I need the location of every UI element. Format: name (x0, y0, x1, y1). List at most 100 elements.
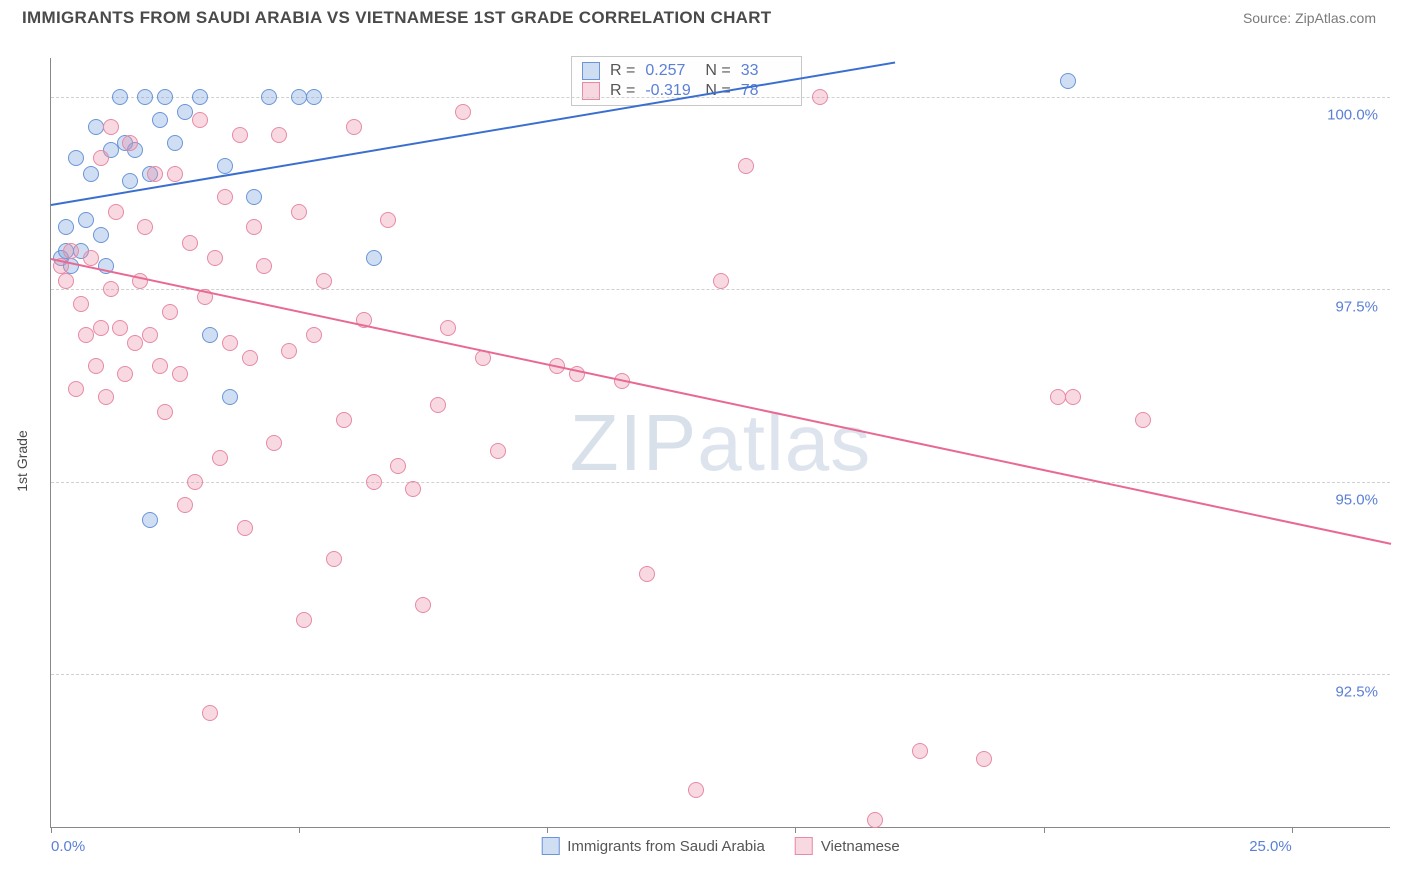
scatter-point (1060, 73, 1076, 89)
scatter-point (172, 366, 188, 382)
scatter-point (202, 327, 218, 343)
scatter-point (122, 135, 138, 151)
scatter-point (222, 389, 238, 405)
stats-swatch (582, 62, 600, 80)
plot-area: ZIPatlas R =0.257N =33R =-0.319N =78 Imm… (50, 58, 1390, 828)
scatter-point (162, 304, 178, 320)
scatter-point (108, 204, 124, 220)
scatter-point (112, 89, 128, 105)
scatter-point (152, 358, 168, 374)
scatter-point (93, 227, 109, 243)
scatter-point (58, 219, 74, 235)
scatter-point (912, 743, 928, 759)
scatter-point (177, 497, 193, 513)
scatter-point (261, 89, 277, 105)
y-tick-label: 100.0% (1327, 106, 1378, 123)
scatter-point (58, 273, 74, 289)
scatter-point (137, 219, 153, 235)
legend-item-series2: Vietnamese (795, 837, 900, 855)
scatter-point (326, 551, 342, 567)
scatter-point (415, 597, 431, 613)
scatter-point (455, 104, 471, 120)
scatter-point (1050, 389, 1066, 405)
scatter-point (296, 612, 312, 628)
scatter-point (182, 235, 198, 251)
scatter-point (167, 166, 183, 182)
scatter-point (490, 443, 506, 459)
legend-swatch-2 (795, 837, 813, 855)
scatter-point (207, 250, 223, 266)
x-tick (547, 827, 548, 833)
scatter-point (88, 358, 104, 374)
scatter-point (142, 327, 158, 343)
stats-r-label: R = (610, 62, 635, 80)
y-tick-label: 95.0% (1335, 491, 1378, 508)
scatter-point (122, 173, 138, 189)
scatter-point (390, 458, 406, 474)
scatter-point (256, 258, 272, 274)
legend-label-2: Vietnamese (821, 838, 900, 855)
y-tick-label: 92.5% (1335, 684, 1378, 701)
scatter-point (63, 243, 79, 259)
legend-swatch-1 (541, 837, 559, 855)
watermark: ZIPatlas (570, 397, 871, 489)
scatter-point (117, 366, 133, 382)
scatter-point (98, 389, 114, 405)
scatter-point (142, 512, 158, 528)
scatter-point (93, 320, 109, 336)
scatter-point (237, 520, 253, 536)
scatter-point (147, 166, 163, 182)
scatter-point (306, 89, 322, 105)
gridline-h (51, 97, 1390, 98)
y-axis-label: 1st Grade (14, 430, 30, 491)
scatter-point (346, 119, 362, 135)
scatter-point (157, 404, 173, 420)
scatter-point (738, 158, 754, 174)
scatter-point (366, 474, 382, 490)
scatter-point (88, 119, 104, 135)
scatter-point (83, 166, 99, 182)
scatter-point (167, 135, 183, 151)
scatter-point (867, 812, 883, 828)
legend-label-1: Immigrants from Saudi Arabia (567, 838, 765, 855)
gridline-h (51, 482, 1390, 483)
scatter-point (78, 327, 94, 343)
scatter-point (380, 212, 396, 228)
scatter-point (68, 381, 84, 397)
scatter-point (212, 450, 228, 466)
scatter-point (1065, 389, 1081, 405)
stats-n-label: N = (705, 62, 730, 80)
scatter-point (405, 481, 421, 497)
scatter-point (177, 104, 193, 120)
scatter-point (187, 474, 203, 490)
scatter-point (112, 320, 128, 336)
scatter-point (316, 273, 332, 289)
scatter-point (242, 350, 258, 366)
scatter-point (78, 212, 94, 228)
scatter-point (1135, 412, 1151, 428)
scatter-point (93, 150, 109, 166)
x-tick (795, 827, 796, 833)
trend-line (51, 258, 1391, 545)
scatter-point (127, 335, 143, 351)
x-tick (1044, 827, 1045, 833)
x-tick (299, 827, 300, 833)
scatter-point (202, 705, 218, 721)
scatter-point (440, 320, 456, 336)
scatter-point (68, 150, 84, 166)
scatter-point (366, 250, 382, 266)
scatter-point (83, 250, 99, 266)
scatter-point (192, 112, 208, 128)
scatter-point (639, 566, 655, 582)
scatter-point (271, 127, 287, 143)
gridline-h (51, 674, 1390, 675)
legend: Immigrants from Saudi Arabia Vietnamese (541, 837, 900, 855)
y-tick-label: 97.5% (1335, 299, 1378, 316)
scatter-point (976, 751, 992, 767)
stats-n-value: 33 (741, 62, 791, 80)
x-tick-label: 0.0% (51, 838, 85, 855)
scatter-point (103, 281, 119, 297)
scatter-point (217, 189, 233, 205)
x-tick (1292, 827, 1293, 833)
scatter-point (291, 89, 307, 105)
